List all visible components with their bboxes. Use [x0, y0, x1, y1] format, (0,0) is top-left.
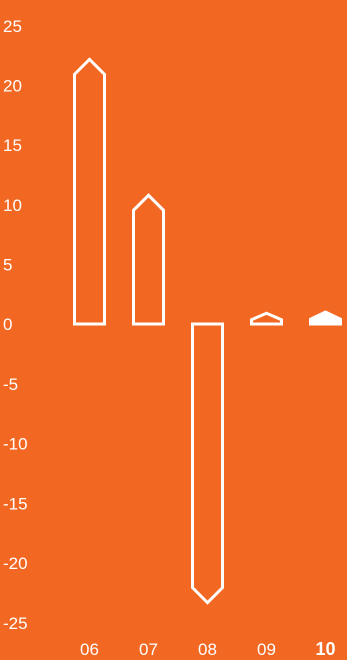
y-tick-label: -10 — [3, 435, 28, 454]
bar-10 — [309, 310, 342, 326]
bars — [73, 57, 342, 605]
y-tick-label: 10 — [3, 196, 22, 215]
bar-09 — [250, 311, 283, 326]
y-tick-label: 15 — [3, 136, 22, 155]
y-axis: 25 20 15 10 5 0 -5 -10 -15 -20 -25 — [3, 17, 28, 633]
x-axis: 06 07 08 09 10 — [80, 639, 335, 659]
x-tick-label: 07 — [139, 640, 158, 659]
x-tick-label: 06 — [80, 640, 99, 659]
y-tick-label: 25 — [3, 17, 22, 36]
x-tick-label: 08 — [198, 640, 217, 659]
y-tick-label: -20 — [3, 554, 28, 573]
x-tick-label: 10 — [315, 639, 335, 659]
y-tick-label: 0 — [3, 315, 12, 334]
y-tick-label: -5 — [3, 375, 18, 394]
bar-08 — [191, 322, 224, 605]
y-tick-label: 5 — [3, 255, 12, 274]
x-tick-label: 09 — [257, 640, 276, 659]
bar-06 — [73, 57, 106, 326]
y-tick-label: -15 — [3, 494, 28, 513]
y-tick-label: 20 — [3, 77, 22, 96]
bar-07 — [132, 193, 165, 326]
y-tick-label: -25 — [3, 614, 28, 633]
